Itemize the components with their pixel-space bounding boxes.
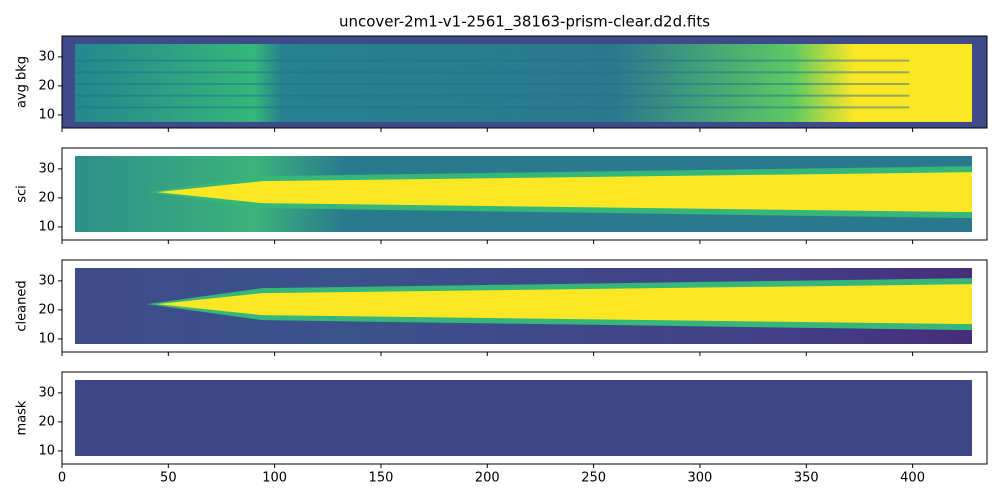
y-tick-label: 30 bbox=[38, 385, 55, 400]
image-stripe bbox=[75, 83, 910, 85]
x-tick-label: 250 bbox=[581, 471, 606, 486]
y-tick-label: 20 bbox=[38, 78, 55, 93]
y-tick-label: 30 bbox=[38, 49, 55, 64]
y-axis-label: mask bbox=[15, 400, 30, 435]
x-tick-label: 50 bbox=[160, 471, 177, 486]
axes-frame bbox=[61, 259, 988, 353]
image-stripe bbox=[75, 71, 910, 74]
y-tick-label: 10 bbox=[38, 219, 55, 234]
y-tick-label: 30 bbox=[38, 161, 55, 176]
chart-title: uncover-2m1-v1-2561_38163-prism-clear.d2… bbox=[339, 13, 710, 32]
x-tick-label: 300 bbox=[688, 471, 713, 486]
y-tick-label: 30 bbox=[38, 273, 55, 288]
x-tick-label: 0 bbox=[58, 471, 66, 486]
axes-frame bbox=[61, 371, 988, 465]
x-tick-label: 200 bbox=[475, 471, 500, 486]
image-stripe bbox=[75, 94, 910, 97]
y-tick-label: 20 bbox=[38, 302, 55, 317]
axes-frame bbox=[61, 35, 988, 129]
y-tick-label: 10 bbox=[38, 443, 55, 458]
image bbox=[75, 380, 972, 456]
y-tick-label: 20 bbox=[38, 190, 55, 205]
x-tick-label: 400 bbox=[900, 471, 925, 486]
y-axis-label: cleaned bbox=[15, 280, 30, 331]
x-tick-label: 350 bbox=[794, 471, 819, 486]
y-axis-label: sci bbox=[15, 185, 30, 203]
image-trace bbox=[157, 284, 972, 325]
image-trace bbox=[157, 172, 972, 213]
y-tick-label: 10 bbox=[38, 107, 55, 122]
image-stripe bbox=[75, 59, 910, 62]
x-tick-label: 150 bbox=[369, 471, 394, 486]
y-tick-label: 10 bbox=[38, 331, 55, 346]
y-tick-label: 20 bbox=[38, 414, 55, 429]
y-axis-label: avg bkg bbox=[15, 56, 30, 108]
image-stripe bbox=[75, 106, 910, 109]
axes-frame bbox=[61, 147, 988, 241]
x-tick-label: 100 bbox=[262, 471, 287, 486]
